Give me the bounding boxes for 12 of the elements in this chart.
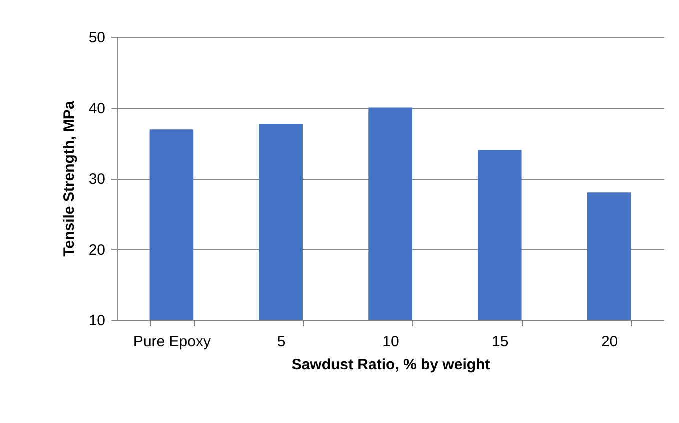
y-axis-title: Tensile Strength, MPa	[60, 100, 78, 257]
x-tick-label: 15	[492, 334, 509, 350]
x-tick-label: 10	[382, 334, 400, 350]
y-tick-label: 10	[88, 312, 106, 330]
y-tick-label: 20	[88, 242, 106, 259]
x-tick-label: 20	[601, 334, 618, 350]
y-tick-label: 40	[88, 100, 106, 118]
x-axis-title: Sawdust Ratio, % by weight	[292, 356, 490, 374]
y-tick-label: 30	[88, 171, 106, 188]
y-tick-label: 50	[88, 30, 106, 46]
x-tick-label: Pure Epoxy	[133, 334, 212, 350]
x-tick-label: 5	[277, 334, 286, 350]
